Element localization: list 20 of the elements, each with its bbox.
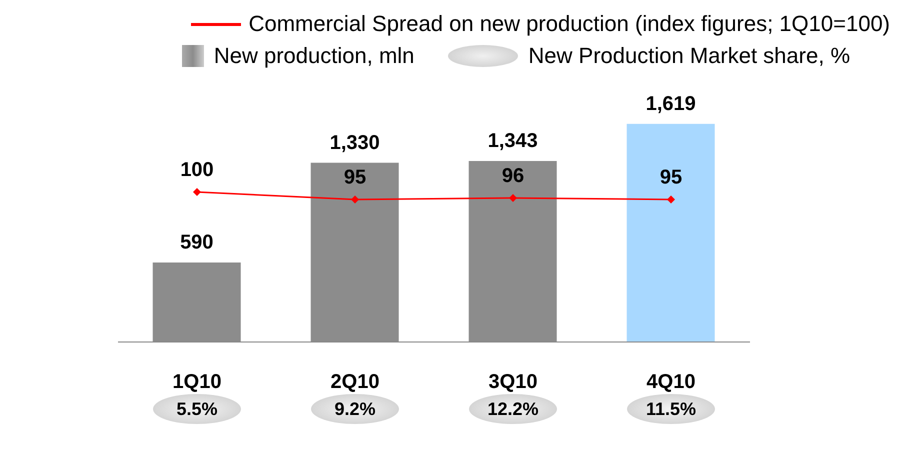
data-label: 1,343 [488,130,538,152]
data-label: 100 [180,159,214,181]
data-label: 96 [502,165,524,187]
ellipse-icon: 9.2% [311,394,399,424]
x-tick-label: 4Q10 [646,371,696,393]
x-tick-label: 3Q10 [488,371,538,393]
text: New Production Market share, % [528,43,850,69]
data-label: 95 [660,166,682,188]
x-tick-label: 2Q10 [330,371,380,393]
data-label: 1,619 [646,92,696,115]
ellipse-icon: 12.2% [469,394,557,424]
bar [626,124,715,342]
ellipse-icon: 11.5% [627,394,715,424]
data-label: 590 [180,231,214,254]
data-label: 95 [344,166,366,188]
legend-label: Commercial Spread on new production (index figures; 1Q10=100) [248,11,890,37]
data-label: 1,330 [330,132,380,154]
x-tick-label: 1Q10 [172,371,222,393]
legend-label: New production, mln [214,43,414,69]
ellipse-icon: 5.5% [153,394,241,424]
